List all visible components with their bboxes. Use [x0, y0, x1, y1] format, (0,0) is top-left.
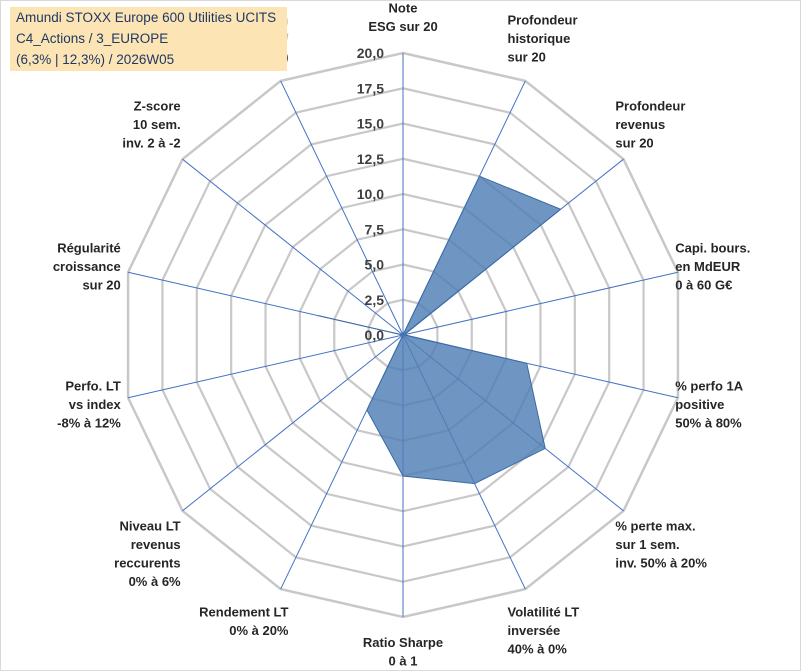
radial-tick-label: 0,0 [365, 327, 385, 343]
radial-tick-labels: 0,0 2,5 5,0 7,5 10,0 12,5 15,0 17,5 20,0 [357, 45, 384, 343]
radial-tick-label: 17,5 [357, 80, 384, 96]
radar-spoke [280, 80, 404, 336]
radial-tick-label: 15,0 [357, 116, 384, 132]
axis-label: Note ESG sur 20 [368, 1, 437, 35]
axis-label: Niveau LT revenus reccurents 0% à 6% [114, 518, 181, 589]
axis-label: % perfo 1A positive 50% à 80% [675, 378, 744, 430]
fund-category: C4_Actions / 3_EUROPE [16, 31, 169, 46]
series-point [473, 483, 476, 485]
fund-name: Amundi STOXX Europe 600 Utilities UCITS [16, 10, 277, 25]
axis-label: Profondeur revenus sur 20 [615, 99, 685, 151]
axis-label: Régularité croissance sur 20 [53, 241, 121, 293]
series-area [317, 175, 562, 485]
series-point [402, 475, 404, 477]
axis-label: Volatilité LT inversée 40% à 0% [508, 604, 580, 656]
series-point [317, 314, 319, 317]
series-point [478, 175, 481, 177]
series-point [544, 447, 546, 450]
radial-tick-label: 5,0 [365, 257, 385, 273]
radial-tick-label: 12,5 [357, 151, 384, 167]
series-point [366, 409, 368, 411]
series-point [526, 362, 528, 364]
axis-label: Profondeur historique sur 20 [508, 13, 578, 65]
radar-spoke [182, 158, 404, 336]
axis-label: Capi. bours. en MdEUR 0 à 60 G€ [675, 241, 750, 293]
radar-spoke [402, 271, 679, 336]
axis-label: % perte max. sur 1 sem. inv. 50% à 20% [615, 518, 707, 570]
axis-label: Rendement LT 0% à 20% [199, 604, 289, 638]
radar-spoke [127, 334, 404, 399]
fund-info-box: Amundi STOXX Europe 600 Utilities UCITS … [10, 7, 287, 71]
series-point [560, 208, 562, 210]
radial-tick-label: 10,0 [357, 186, 384, 202]
series-point [402, 334, 404, 336]
radial-tick-label: 20,0 [357, 45, 384, 61]
axis-labels: Note ESG sur 20 Profondeur historique sur 20… [53, 1, 751, 669]
radar-series [317, 175, 562, 485]
series-point [403, 334, 405, 336]
axis-label: Z-score 10 sem. inv. 2 à -2 [122, 99, 180, 151]
fund-period: (6,3% | 12,3%) / 2026W05 [16, 52, 175, 67]
axis-label: Perfo. LT vs index -8% à 12% [57, 378, 121, 430]
radial-tick-label: 2,5 [365, 292, 385, 308]
radar-spoke [182, 334, 404, 512]
radial-tick-label: 7,5 [365, 221, 385, 237]
axis-label: Ratio Sharpe 0 à 1 [363, 635, 443, 669]
